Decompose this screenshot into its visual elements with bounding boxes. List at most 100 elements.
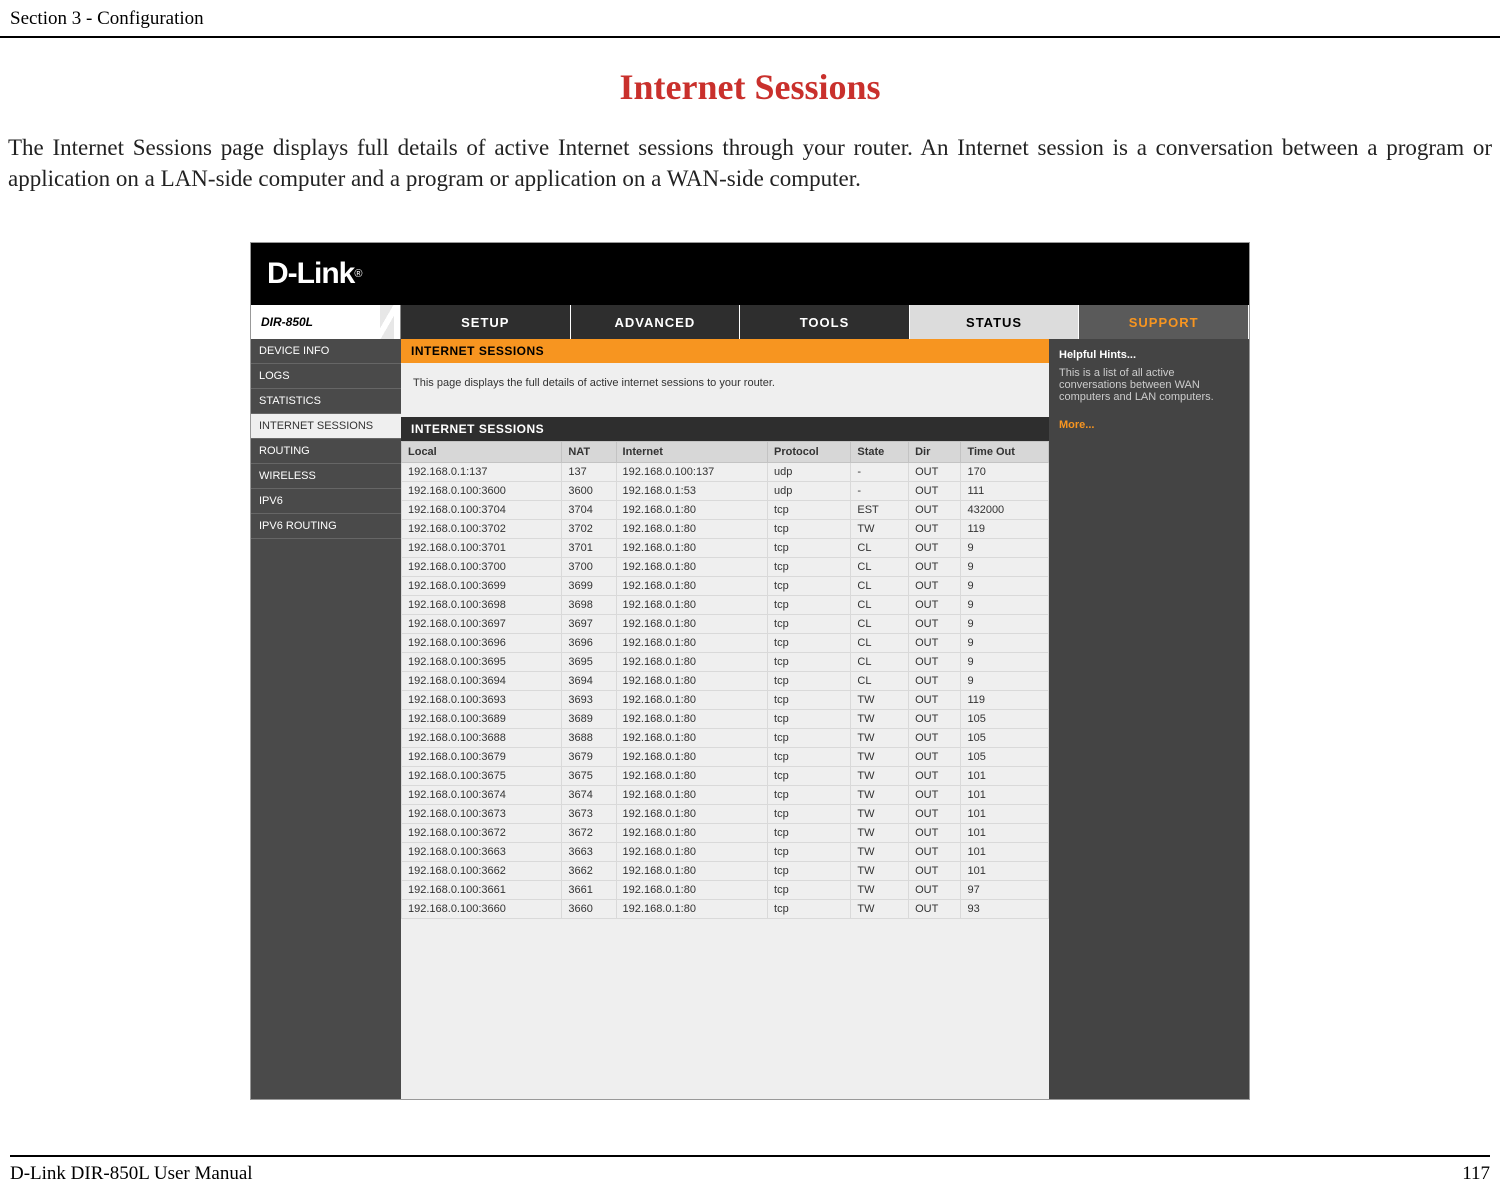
intro-paragraph: The Internet Sessions page displays full… [0, 108, 1500, 194]
table-cell: OUT [909, 653, 961, 672]
router-screenshot: D-Link® DIR-850L SETUPADVANCEDTOOLSSTATU… [250, 242, 1250, 1100]
table-cell: tcp [768, 824, 851, 843]
table-cell: 101 [961, 786, 1049, 805]
table-cell: tcp [768, 729, 851, 748]
table-cell: 101 [961, 767, 1049, 786]
table-cell: udp [768, 463, 851, 482]
content-panel: INTERNET SESSIONS This page displays the… [401, 339, 1049, 1099]
table-cell: 192.168.0.100:3673 [402, 805, 562, 824]
table-cell: 3674 [562, 786, 616, 805]
table-cell: 192.168.0.1:80 [616, 558, 768, 577]
table-cell: OUT [909, 824, 961, 843]
table-cell: 192.168.0.1:80 [616, 729, 768, 748]
table-cell: 192.168.0.100:3663 [402, 843, 562, 862]
table-cell: tcp [768, 653, 851, 672]
sidebar-item-ipv6[interactable]: IPV6 [251, 489, 401, 514]
table-cell: 119 [961, 691, 1049, 710]
table-cell: 9 [961, 672, 1049, 691]
table-cell: 105 [961, 729, 1049, 748]
table-cell: TW [851, 805, 909, 824]
table-cell: TW [851, 710, 909, 729]
table-cell: 3663 [562, 843, 616, 862]
table-cell: 192.168.0.1:80 [616, 501, 768, 520]
table-cell: 192.168.0.100:3674 [402, 786, 562, 805]
table-cell: 192.168.0.100:3660 [402, 900, 562, 919]
table-cell: tcp [768, 672, 851, 691]
table-cell: udp [768, 482, 851, 501]
table-row: 192.168.0.100:36893689192.168.0.1:80tcpT… [402, 710, 1049, 729]
table-header: Local [402, 442, 562, 463]
table-cell: 3704 [562, 501, 616, 520]
table-row: 192.168.0.1:137137192.168.0.100:137udp-O… [402, 463, 1049, 482]
sidebar-item-logs[interactable]: LOGS [251, 364, 401, 389]
table-cell: TW [851, 881, 909, 900]
table-cell: tcp [768, 577, 851, 596]
sidebar-item-internet-sessions[interactable]: INTERNET SESSIONS [251, 414, 401, 439]
nav-tab-advanced[interactable]: ADVANCED [571, 305, 741, 339]
sidebar-item-wireless[interactable]: WIRELESS [251, 464, 401, 489]
table-cell: OUT [909, 615, 961, 634]
page-title: Internet Sessions [0, 66, 1500, 108]
table-cell: tcp [768, 862, 851, 881]
table-cell: OUT [909, 482, 961, 501]
sidebar-item-statistics[interactable]: STATISTICS [251, 389, 401, 414]
table-cell: 192.168.0.1:80 [616, 900, 768, 919]
table-cell: 119 [961, 520, 1049, 539]
table-cell: 192.168.0.1:80 [616, 748, 768, 767]
table-cell: 192.168.0.100:3600 [402, 482, 562, 501]
table-cell: 192.168.0.1:80 [616, 881, 768, 900]
table-cell: 101 [961, 843, 1049, 862]
nav-tab-setup[interactable]: SETUP [401, 305, 571, 339]
table-row: 192.168.0.100:36603660192.168.0.1:80tcpT… [402, 900, 1049, 919]
table-cell: tcp [768, 691, 851, 710]
table-header: Dir [909, 442, 961, 463]
table-cell: 3688 [562, 729, 616, 748]
table-cell: 192.168.0.100:137 [616, 463, 768, 482]
table-cell: 192.168.0.1:80 [616, 539, 768, 558]
help-title: Helpful Hints... [1059, 349, 1239, 361]
section-header: Section 3 - Configuration [0, 0, 1500, 38]
table-cell: OUT [909, 881, 961, 900]
table-cell: CL [851, 577, 909, 596]
sessions-table: LocalNATInternetProtocolStateDirTime Out… [401, 441, 1049, 919]
table-row: 192.168.0.100:36793679192.168.0.1:80tcpT… [402, 748, 1049, 767]
table-cell: TW [851, 767, 909, 786]
table-cell: OUT [909, 596, 961, 615]
table-cell: 105 [961, 748, 1049, 767]
table-cell: CL [851, 615, 909, 634]
nav-tab-tools[interactable]: TOOLS [740, 305, 910, 339]
table-cell: TW [851, 824, 909, 843]
table-cell: TW [851, 691, 909, 710]
sidebar-item-routing[interactable]: ROUTING [251, 439, 401, 464]
table-cell: OUT [909, 577, 961, 596]
table-row: 192.168.0.100:36723672192.168.0.1:80tcpT… [402, 824, 1049, 843]
table-cell: CL [851, 539, 909, 558]
sidebar-item-device-info[interactable]: DEVICE INFO [251, 339, 401, 364]
help-more-link[interactable]: More... [1059, 419, 1239, 431]
table-cell: 3675 [562, 767, 616, 786]
table-cell: 3672 [562, 824, 616, 843]
table-cell: EST [851, 501, 909, 520]
table-cell: 192.168.0.100:3695 [402, 653, 562, 672]
sidebar-item-ipv6-routing[interactable]: IPV6 ROUTING [251, 514, 401, 539]
table-cell: 9 [961, 615, 1049, 634]
panel-header-1: INTERNET SESSIONS [401, 339, 1049, 363]
table-cell: OUT [909, 463, 961, 482]
table-cell: OUT [909, 634, 961, 653]
table-cell: 3702 [562, 520, 616, 539]
table-cell: TW [851, 748, 909, 767]
table-cell: 101 [961, 824, 1049, 843]
table-header: Internet [616, 442, 768, 463]
table-cell: OUT [909, 843, 961, 862]
table-cell: 3701 [562, 539, 616, 558]
table-cell: 192.168.0.1:53 [616, 482, 768, 501]
table-cell: tcp [768, 900, 851, 919]
table-row: 192.168.0.100:37023702192.168.0.1:80tcpT… [402, 520, 1049, 539]
nav-tab-support[interactable]: SUPPORT [1079, 305, 1249, 339]
table-cell: tcp [768, 558, 851, 577]
table-cell: 192.168.0.1:80 [616, 805, 768, 824]
nav-tab-status[interactable]: STATUS [910, 305, 1080, 339]
table-cell: 192.168.0.100:3701 [402, 539, 562, 558]
table-row: 192.168.0.100:37013701192.168.0.1:80tcpC… [402, 539, 1049, 558]
table-cell: 3673 [562, 805, 616, 824]
